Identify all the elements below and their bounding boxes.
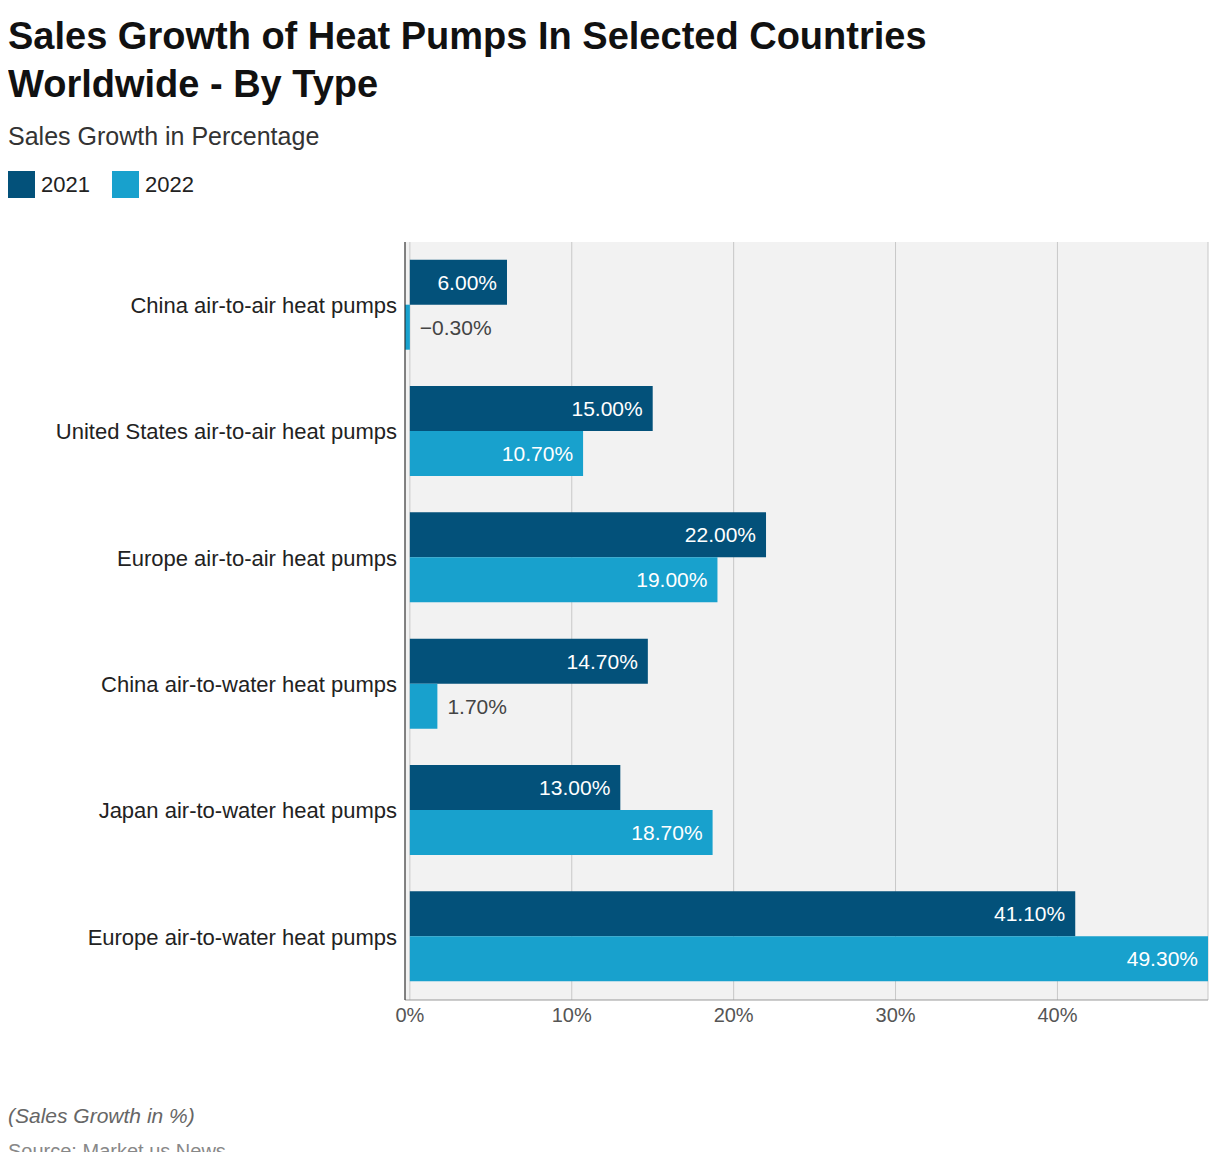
svg-text:20%: 20% (714, 1004, 754, 1026)
svg-text:0%: 0% (395, 1004, 424, 1026)
svg-text:Japan air-to-water heat pumps: Japan air-to-water heat pumps (99, 798, 397, 823)
svg-text:6.00%: 6.00% (437, 271, 497, 294)
svg-text:18.70%: 18.70% (631, 821, 702, 844)
svg-text:10%: 10% (552, 1004, 592, 1026)
svg-text:10.70%: 10.70% (502, 442, 573, 465)
svg-text:China air-to-water heat pumps: China air-to-water heat pumps (101, 672, 397, 697)
html-text:Sales Growth in Percentage: Sales Growth in Percentage (8, 122, 320, 150)
svg-text:1.70%: 1.70% (447, 695, 507, 718)
svg-text:22.00%: 22.00% (685, 523, 756, 546)
html-text:Sales Growth of Heat Pumps In: Sales Growth of Heat Pumps In Selected C… (8, 15, 927, 105)
svg-text:United States air-to-air heat: United States air-to-air heat pumps (56, 419, 397, 444)
svg-text:19.00%: 19.00% (636, 568, 707, 591)
svg-text:40%: 40% (1037, 1004, 1077, 1026)
html-text:2022: 2022 (145, 171, 194, 197)
html-text:2021: 2021 (41, 171, 90, 197)
svg-text:China air-to-air heat pumps: China air-to-air heat pumps (130, 293, 397, 318)
svg-text:13.00%: 13.00% (539, 776, 610, 799)
svg-text:49.30%: 49.30% (1127, 947, 1198, 970)
svg-text:Europe air-to-water heat pumps: Europe air-to-water heat pumps (88, 925, 397, 950)
svg-text:Europe air-to-air heat pumps: Europe air-to-air heat pumps (117, 546, 397, 571)
svg-text:−0.30%: −0.30% (420, 316, 492, 339)
svg-text:15.00%: 15.00% (571, 397, 642, 420)
svg-text:14.70%: 14.70% (567, 650, 638, 673)
html-text:(Sales Growth in %): (Sales Growth in %) (8, 1104, 195, 1127)
svg-text:41.10%: 41.10% (994, 902, 1065, 925)
svg-text:30%: 30% (876, 1004, 916, 1026)
